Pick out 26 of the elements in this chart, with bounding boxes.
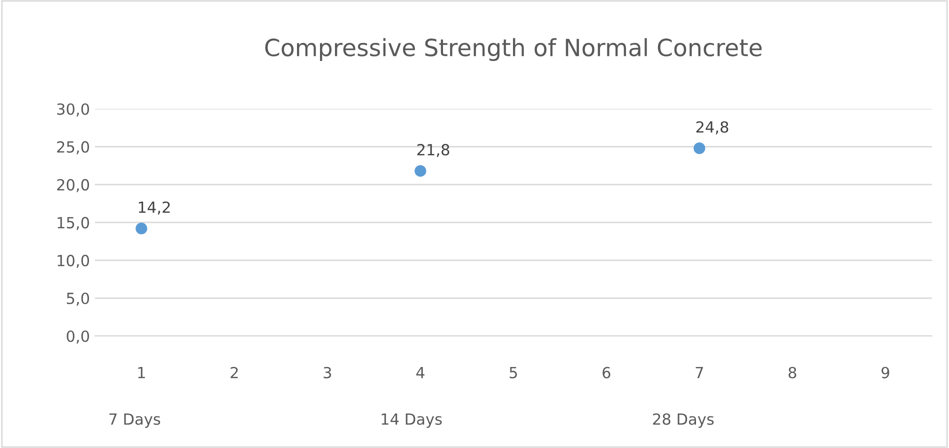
x-tick-label: 8: [788, 366, 796, 378]
x-tick-label: 3: [324, 366, 332, 378]
y-tick-label: 25,0: [57, 141, 90, 154]
y-tick-label: 0,0: [66, 330, 90, 344]
point: [694, 142, 706, 154]
chart-title: Compressive Strength of Normal Concrete: [265, 38, 762, 61]
x-tick-label: 2: [230, 366, 238, 378]
x-tick-label: 4: [416, 367, 424, 378]
x-tick-label: 1: [138, 367, 145, 378]
y-tick-label: 15,0: [58, 216, 90, 230]
text: 28 Days: [653, 413, 714, 428]
x-tick-label: 7: [696, 367, 703, 378]
y-tick-label: 20,0: [57, 179, 90, 192]
y-tick-label: 30,0: [57, 103, 90, 116]
data-label: 21,8: [417, 144, 450, 158]
y-tick-label: 10,0: [58, 254, 90, 268]
text: 7 Days: [109, 414, 160, 428]
point: [414, 165, 426, 177]
x-tick-label: 9: [882, 366, 890, 378]
x-tick-label: 6: [602, 366, 610, 378]
x-tick-label: 5: [510, 367, 517, 378]
y-tick-label: 5,0: [66, 292, 90, 306]
point: [136, 222, 148, 234]
data-label: 24,8: [696, 121, 728, 134]
text: 14 Days: [382, 414, 442, 428]
data-label: 14,2: [138, 201, 170, 215]
